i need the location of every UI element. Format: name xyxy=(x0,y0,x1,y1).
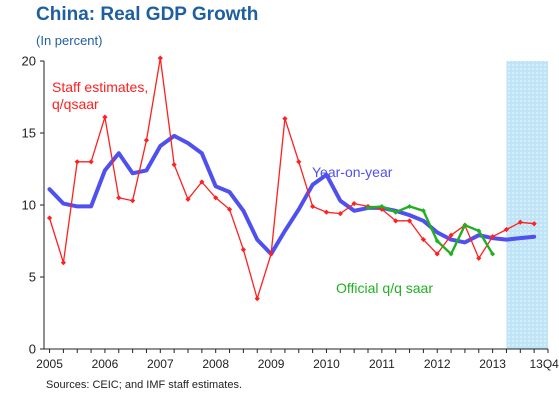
staff-estimate-point xyxy=(323,209,330,215)
staff-estimate-point xyxy=(351,200,357,207)
staff-estimate-point xyxy=(213,195,219,201)
staff-estimate-point xyxy=(60,260,66,266)
staff-estimate-point xyxy=(130,198,136,204)
staff-estimate-point xyxy=(240,247,246,253)
official-point xyxy=(462,222,468,228)
staff-estimate-point xyxy=(143,137,150,143)
staff-estimate-point xyxy=(434,251,440,257)
x-tick-label: 2013 xyxy=(479,357,506,371)
staff-estimate-point xyxy=(254,296,260,302)
series-label-year-on-year: Year-on-year xyxy=(312,164,393,180)
staff-estimate-point xyxy=(268,251,274,257)
staff-estimate-point xyxy=(102,114,108,120)
x-tick-label: 2010 xyxy=(313,357,340,371)
official-point xyxy=(448,251,454,257)
series-line-official xyxy=(367,205,494,256)
projection-shaded-region xyxy=(506,61,548,349)
staff-estimate-point xyxy=(74,159,80,165)
y-tick-label: 10 xyxy=(22,198,36,213)
x-tick-label: 2007 xyxy=(147,357,174,371)
staff-estimate-point xyxy=(503,226,510,233)
series-label-staff-estimates: q/qsaar xyxy=(52,96,99,112)
staff-estimate-point xyxy=(517,219,523,225)
official-point xyxy=(434,238,440,244)
source-note: Sources: CEIC; and IMF staff estimates. xyxy=(46,379,243,391)
y-tick-label: 0 xyxy=(29,342,36,357)
staff-estimate-point xyxy=(490,234,496,240)
staff-estimate-point xyxy=(116,195,122,201)
staff-estimate-point xyxy=(310,203,316,210)
staff-estimate-point xyxy=(296,159,302,165)
staff-estimate-point xyxy=(46,215,53,221)
x-tick-label: 2008 xyxy=(202,357,229,371)
official-point xyxy=(379,203,385,209)
staff-estimate-point xyxy=(226,206,233,212)
staff-estimate-point xyxy=(420,236,426,243)
official-point xyxy=(393,209,399,215)
y-tick-label: 5 xyxy=(29,270,36,285)
x-tick-label: 2012 xyxy=(424,357,451,371)
official-point xyxy=(365,205,371,211)
series-line-year-on-year xyxy=(47,133,537,256)
staff-estimate-point xyxy=(282,116,288,122)
official-point xyxy=(490,251,496,257)
series-label-staff-estimates: Staff estimates, xyxy=(52,79,148,95)
staff-estimate-point xyxy=(157,55,163,61)
official-point xyxy=(476,228,482,234)
staff-estimate-point xyxy=(379,206,385,212)
staff-estimate-point xyxy=(531,221,537,227)
x-tick-label: 2011 xyxy=(369,357,395,371)
y-tick-label: 15 xyxy=(22,126,36,141)
staff-estimate-point xyxy=(171,162,177,168)
official-point xyxy=(420,208,426,214)
staff-estimate-point xyxy=(448,232,454,238)
staff-estimate-point xyxy=(199,179,205,185)
x-tick-label: 2009 xyxy=(258,357,285,371)
series-label-official: Official q/q saar xyxy=(336,280,433,296)
official-point xyxy=(407,203,413,209)
chart-subtitle: (In percent) xyxy=(36,33,103,48)
series-line-staff-estimates xyxy=(48,57,535,300)
x-tick-label: 2006 xyxy=(92,357,119,371)
staff-estimate-point xyxy=(185,196,191,202)
staff-estimate-point xyxy=(337,211,343,217)
y-tick-label: 20 xyxy=(22,54,36,69)
staff-estimate-point xyxy=(406,218,413,224)
staff-estimate-point xyxy=(476,255,482,261)
staff-estimate-point xyxy=(88,159,94,165)
x-tick-label: 13Q4 xyxy=(529,357,559,371)
chart-title: China: Real GDP Growth xyxy=(36,4,259,25)
x-tick-label: 2005 xyxy=(36,357,63,371)
staff-estimate-point xyxy=(393,218,399,224)
